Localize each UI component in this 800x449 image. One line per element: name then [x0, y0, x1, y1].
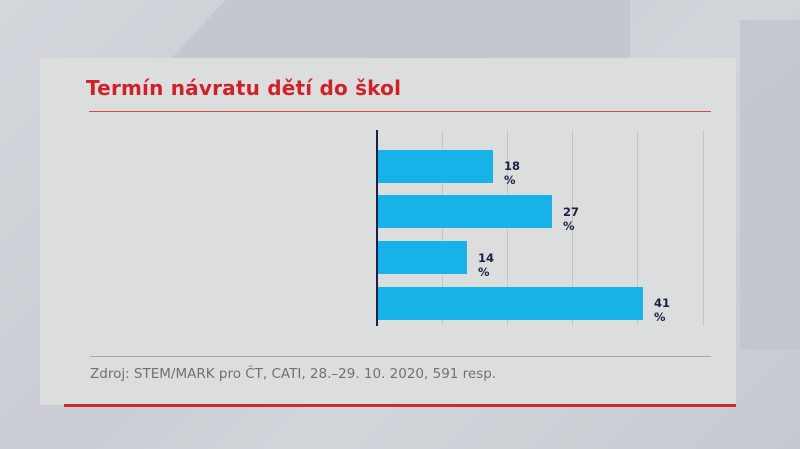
- chart-panel: [40, 58, 736, 405]
- gridline: [637, 130, 638, 326]
- background-map-shape: [740, 20, 800, 350]
- value-label: 27 %: [563, 205, 580, 233]
- source-divider: [90, 356, 711, 357]
- gridline: [572, 130, 573, 326]
- chart-title: Termín návratu dětí do škol: [86, 76, 402, 100]
- background-map-shape: [170, 0, 630, 60]
- gridline: [703, 130, 704, 326]
- title-divider: [89, 111, 711, 112]
- gridline: [442, 130, 443, 326]
- value-label: 14 %: [478, 251, 495, 279]
- bar: [378, 195, 552, 228]
- bar: [378, 150, 493, 183]
- y-axis: [376, 130, 378, 326]
- value-label: 18 %: [504, 159, 521, 187]
- bar: [378, 287, 643, 320]
- gridline: [507, 130, 508, 326]
- source-note: Zdroj: STEM/MARK pro ČT, CATI, 28.–29. 1…: [90, 366, 497, 382]
- value-label: 41 %: [654, 296, 671, 324]
- bar: [378, 241, 467, 274]
- accent-line: [64, 404, 736, 407]
